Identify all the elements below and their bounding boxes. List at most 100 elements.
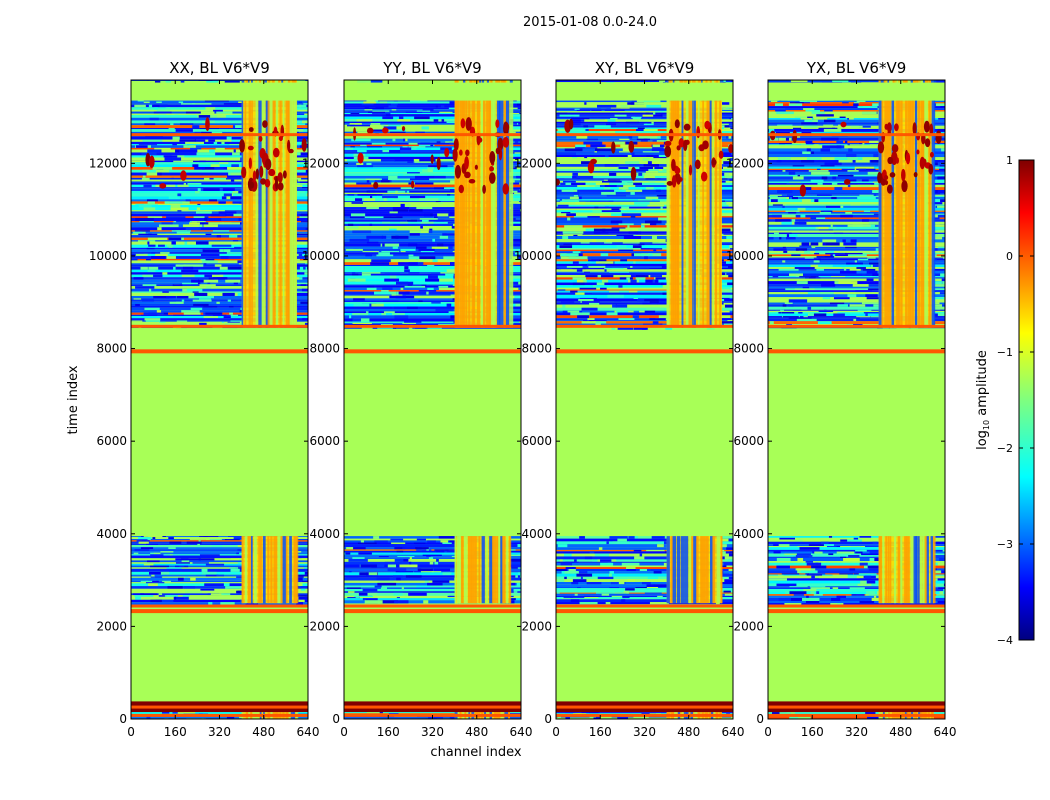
heatmap-row bbox=[131, 272, 308, 275]
heatmap-speckle bbox=[727, 320, 733, 322]
colorbar-ticks: 10−1−2−3−4 bbox=[997, 154, 1034, 647]
heatmap-speckle bbox=[368, 572, 378, 576]
heatmap-speckle bbox=[224, 115, 233, 118]
heatmap-speckle bbox=[583, 141, 603, 145]
colorbar-tick-label: 1 bbox=[1006, 154, 1013, 167]
heatmap-row bbox=[131, 101, 308, 104]
rfi-channel bbox=[670, 536, 674, 604]
y-tick-label: 2000 bbox=[521, 619, 552, 633]
heatmap-speckle bbox=[364, 109, 373, 111]
heatmap-row bbox=[344, 142, 521, 145]
heatmap-speckle bbox=[232, 190, 239, 194]
heatmap-speckle bbox=[839, 573, 854, 575]
hot-spot bbox=[430, 154, 434, 164]
heatmap-row bbox=[131, 582, 308, 584]
heatmap-speckle bbox=[143, 203, 158, 206]
y-tick-label: 6000 bbox=[309, 434, 340, 448]
heatmap-row bbox=[344, 575, 521, 578]
heatmap-speckle bbox=[856, 267, 866, 269]
heatmap-row bbox=[131, 316, 308, 319]
heatmap-row bbox=[556, 217, 733, 221]
hot-spot bbox=[905, 152, 911, 165]
heatmap-speckle bbox=[404, 321, 422, 323]
heatmap-row bbox=[768, 210, 945, 212]
x-tick-label: 320 bbox=[208, 725, 231, 739]
heatmap-row bbox=[344, 121, 521, 123]
heatmap-speckle bbox=[636, 119, 649, 122]
heatmap-speckle bbox=[818, 258, 821, 261]
heatmap-row bbox=[344, 235, 521, 239]
heatmap-row bbox=[768, 110, 945, 112]
heatmap-speckle bbox=[302, 580, 308, 583]
hot-spot bbox=[799, 184, 807, 197]
heatmap-speckle bbox=[832, 254, 836, 257]
heatmap-speckle bbox=[786, 237, 796, 240]
heatmap-speckle bbox=[366, 712, 381, 714]
heatmap-speckle bbox=[563, 597, 574, 599]
heatmap-speckle bbox=[303, 266, 306, 270]
rfi-channel bbox=[712, 96, 715, 328]
heatmap-speckle bbox=[219, 162, 229, 165]
x-tick-label: 320 bbox=[421, 725, 444, 739]
heatmap-speckle bbox=[393, 306, 409, 309]
heatmap-speckle bbox=[442, 542, 452, 545]
heatmap-speckle bbox=[659, 80, 666, 83]
heatmap-speckle bbox=[804, 257, 814, 259]
heatmap-speckle bbox=[436, 550, 445, 553]
heatmap-speckle bbox=[449, 717, 459, 719]
heatmap-speckle bbox=[401, 587, 404, 589]
hot-spot bbox=[401, 126, 406, 132]
heatmap-speckle bbox=[730, 248, 733, 250]
heatmap-speckle bbox=[724, 304, 733, 308]
heatmap-speckle bbox=[801, 131, 812, 134]
heatmap-row bbox=[131, 292, 308, 296]
heatmap-speckle bbox=[361, 272, 381, 274]
heatmap-speckle bbox=[642, 302, 659, 305]
heatmap-row bbox=[768, 108, 945, 111]
heatmap-speckle bbox=[207, 282, 211, 285]
heatmap-speckle bbox=[383, 149, 401, 153]
heatmap-speckle bbox=[646, 584, 655, 587]
heatmap-speckle bbox=[731, 118, 733, 120]
flag-line bbox=[768, 609, 945, 614]
hot-spot bbox=[468, 178, 476, 184]
heatmap-speckle bbox=[796, 318, 817, 322]
heatmap-speckle bbox=[645, 187, 654, 190]
heatmap-speckle bbox=[201, 131, 212, 134]
heatmap-speckle bbox=[934, 114, 944, 117]
heatmap-row bbox=[768, 232, 945, 235]
heatmap-row bbox=[131, 588, 308, 591]
heatmap-speckle bbox=[137, 240, 156, 242]
heatmap-speckle bbox=[198, 115, 211, 118]
heatmap-row bbox=[344, 116, 521, 120]
heatmap-speckle bbox=[158, 224, 179, 228]
heatmap-speckle bbox=[415, 246, 427, 249]
rfi-channel bbox=[720, 536, 723, 604]
heatmap-speckle bbox=[796, 568, 811, 571]
heatmap-row bbox=[768, 213, 945, 215]
heatmap-speckle bbox=[132, 593, 145, 596]
heatmap-row bbox=[768, 202, 945, 205]
heatmap-speckle bbox=[382, 116, 394, 120]
heatmap-speckle bbox=[348, 558, 368, 562]
heatmap-speckle bbox=[866, 549, 881, 552]
heatmap-speckle bbox=[573, 231, 584, 234]
hot-spot bbox=[264, 179, 271, 188]
heatmap-speckle bbox=[820, 148, 831, 152]
heatmap-speckle bbox=[594, 125, 611, 128]
heatmap-row bbox=[344, 598, 521, 601]
heatmap-speckle bbox=[799, 100, 818, 103]
heatmap-row bbox=[344, 192, 521, 195]
heatmap-speckle bbox=[398, 116, 404, 120]
heatmap-speckle bbox=[789, 273, 803, 277]
heatmap-speckle bbox=[434, 561, 439, 565]
heatmap-row bbox=[344, 243, 521, 247]
heatmap-speckle bbox=[656, 194, 669, 197]
heatmap-speckle bbox=[305, 263, 308, 265]
heatmap-speckle bbox=[389, 295, 406, 299]
heatmap-row bbox=[768, 595, 945, 598]
heatmap-speckle bbox=[433, 175, 446, 179]
panel-title: YX, BL V6*V9 bbox=[806, 59, 907, 77]
heatmap-speckle bbox=[512, 124, 521, 127]
heatmap-speckle bbox=[436, 278, 453, 282]
